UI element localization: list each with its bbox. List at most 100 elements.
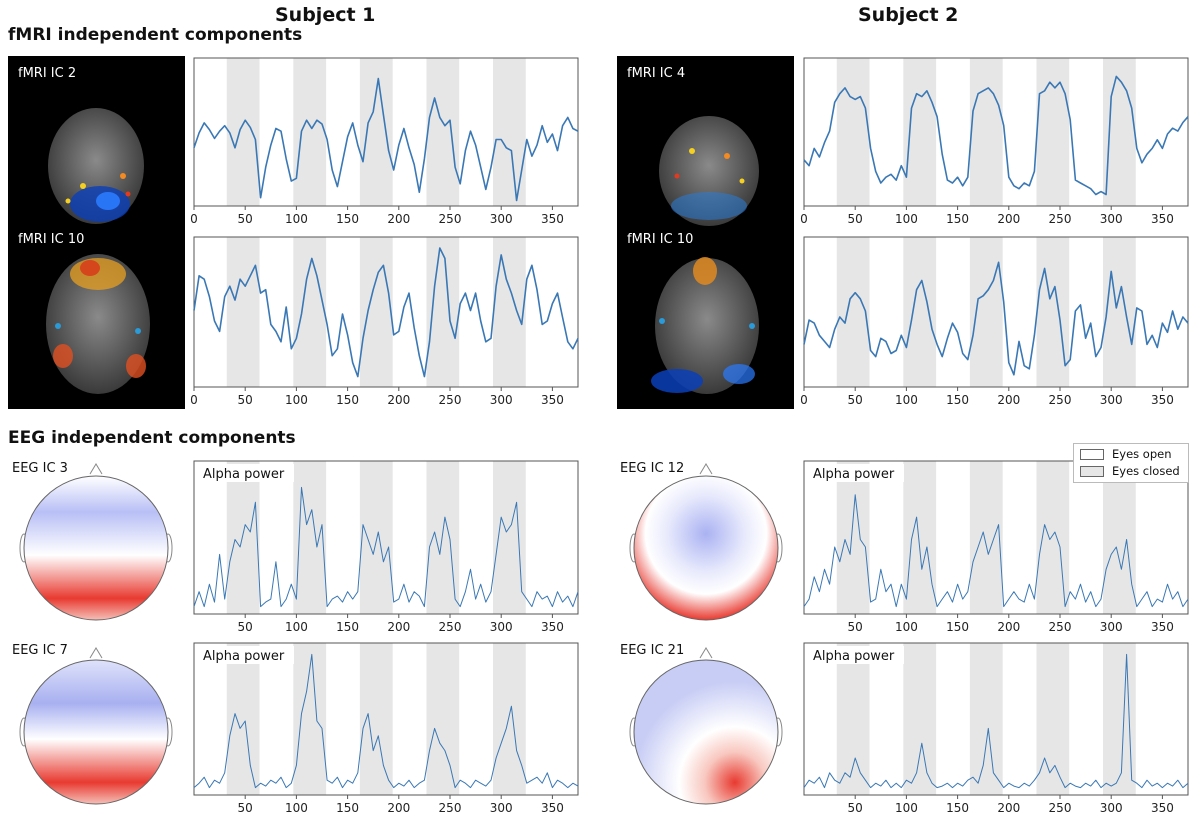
legend: Eyes open Eyes closed xyxy=(1073,443,1189,483)
x-tick-label-250: 250 xyxy=(439,620,462,634)
x-tick-label-100: 100 xyxy=(285,212,308,226)
eyes-closed-band-1 xyxy=(903,643,937,795)
eyes-closed-band-2 xyxy=(359,461,393,614)
x-tick-label-200: 200 xyxy=(387,801,410,815)
eyes-closed-band-0 xyxy=(226,643,260,795)
eyes-closed-band-2 xyxy=(969,461,1003,614)
x-tick-label-50: 50 xyxy=(238,801,253,815)
x-tick-label-350: 350 xyxy=(1151,801,1174,815)
eyes-closed-band-4 xyxy=(493,643,526,795)
x-tick-label-0: 0 xyxy=(190,212,198,226)
x-tick-label-0: 0 xyxy=(800,393,808,407)
s2-eeg-ic21-label: EEG IC 21 xyxy=(620,643,685,658)
fmri-section-title: fMRI independent components xyxy=(8,25,303,45)
eyes-closed-band-2 xyxy=(969,58,1003,206)
legend-eyes-closed: Eyes closed xyxy=(1080,464,1180,478)
plot-frame xyxy=(803,57,1189,207)
x-tick-label-250: 250 xyxy=(1049,801,1072,815)
chart-title-bg xyxy=(198,464,294,482)
s2-fmri-ic4-timecourse-chart: 0 50 100 150 200 250 300 350 xyxy=(800,57,1189,226)
eyes-closed-band-1 xyxy=(293,237,327,387)
plot-frame xyxy=(803,236,1189,388)
s1-eeg-ic3-alpha-chart: 50 100 150 200 250 300 350 Alpha power xyxy=(193,460,579,634)
eyes-closed-band-0 xyxy=(226,237,260,387)
x-tick-label-150: 150 xyxy=(946,393,969,407)
x-tick-label-300: 300 xyxy=(490,212,513,226)
x-tick-label-200: 200 xyxy=(387,620,410,634)
x-tick-label-0: 0 xyxy=(800,212,808,226)
s2-eeg-ic21-topomap xyxy=(629,647,783,805)
eyes-closed-band-1 xyxy=(293,58,327,206)
eyes-closed-band-2 xyxy=(969,643,1003,795)
eyes-closed-band-1 xyxy=(903,461,937,614)
x-tick-label-150: 150 xyxy=(946,620,969,634)
s1-fmri-ic10-timecourse-chart: 0 50 100 150 200 250 300 350 xyxy=(190,236,579,407)
eyes-closed-band-3 xyxy=(1036,237,1070,387)
x-tick-label-200: 200 xyxy=(997,393,1020,407)
chart-title: Alpha power xyxy=(813,467,895,482)
x-tick-label-250: 250 xyxy=(439,393,462,407)
eyes-closed-band-3 xyxy=(1036,461,1070,614)
eyes-closed-band-0 xyxy=(226,58,260,206)
plot-frame xyxy=(803,642,1189,796)
x-tick-label-350: 350 xyxy=(541,212,564,226)
x-tick-label-300: 300 xyxy=(490,620,513,634)
x-tick-label-300: 300 xyxy=(490,801,513,815)
x-tick-label-150: 150 xyxy=(946,801,969,815)
plot-frame xyxy=(193,57,579,207)
x-tick-label-300: 300 xyxy=(490,393,513,407)
x-tick-label-200: 200 xyxy=(387,212,410,226)
x-tick-label-50: 50 xyxy=(238,620,253,634)
x-tick-label-250: 250 xyxy=(1049,620,1072,634)
eyes-closed-band-4 xyxy=(493,237,526,387)
x-tick-label-300: 300 xyxy=(1100,393,1123,407)
eyes-closed-band-4 xyxy=(1103,643,1136,795)
series-line xyxy=(803,261,1189,376)
eyes-closed-band-1 xyxy=(903,237,937,387)
x-tick-label-0: 0 xyxy=(190,393,198,407)
legend-eyes-open-label: Eyes open xyxy=(1112,447,1172,461)
eyes-closed-band-0 xyxy=(836,237,870,387)
x-tick-label-100: 100 xyxy=(895,393,918,407)
s2-fmri-ic4-label: fMRI IC 4 xyxy=(627,66,686,81)
subject-1-title: Subject 1 xyxy=(275,4,376,26)
series-line xyxy=(803,653,1189,789)
x-tick-label-100: 100 xyxy=(895,801,918,815)
x-tick-label-150: 150 xyxy=(946,212,969,226)
eyes-closed-band-4 xyxy=(493,58,526,206)
x-tick-label-100: 100 xyxy=(285,393,308,407)
x-tick-label-200: 200 xyxy=(997,620,1020,634)
x-tick-label-50: 50 xyxy=(238,393,253,407)
x-tick-label-350: 350 xyxy=(541,393,564,407)
legend-eyes-closed-label: Eyes closed xyxy=(1112,464,1180,478)
plot-frame xyxy=(803,460,1189,615)
series-line xyxy=(803,494,1189,608)
s1-eeg-ic3-topomap xyxy=(19,463,173,621)
s2-eeg-ic12-alpha-chart: 50 100 150 200 250 300 350 Alpha power xyxy=(803,460,1189,634)
eyes-closed-band-4 xyxy=(1103,58,1136,206)
chart-title: Alpha power xyxy=(203,649,285,664)
x-tick-label-50: 50 xyxy=(848,801,863,815)
eyes-closed-band-2 xyxy=(969,237,1003,387)
plot-frame xyxy=(193,642,579,796)
eyes-closed-band-2 xyxy=(359,58,393,206)
x-tick-label-250: 250 xyxy=(1049,393,1072,407)
eeg-section-title: EEG independent components xyxy=(8,428,296,448)
s1-fmri-ic2-brain-image xyxy=(48,108,144,224)
x-tick-label-100: 100 xyxy=(285,801,308,815)
s2-eeg-ic12-label: EEG IC 12 xyxy=(620,461,685,476)
legend-swatch-closed xyxy=(1080,465,1104,477)
subject-2-title: Subject 2 xyxy=(858,4,959,26)
x-tick-label-350: 350 xyxy=(1151,212,1174,226)
x-tick-label-300: 300 xyxy=(1100,801,1123,815)
x-tick-label-150: 150 xyxy=(336,212,359,226)
x-tick-label-350: 350 xyxy=(541,801,564,815)
eyes-closed-band-4 xyxy=(1103,237,1136,387)
s1-fmri-ic10-brain-image xyxy=(46,254,150,394)
series-line xyxy=(193,77,579,202)
s1-fmri-ic2-timecourse-chart: 0 50 100 150 200 250 300 350 xyxy=(190,57,579,226)
x-tick-label-50: 50 xyxy=(238,212,253,226)
x-tick-label-350: 350 xyxy=(541,620,564,634)
legend-eyes-open: Eyes open xyxy=(1080,447,1172,461)
eyes-closed-band-4 xyxy=(1103,461,1136,614)
